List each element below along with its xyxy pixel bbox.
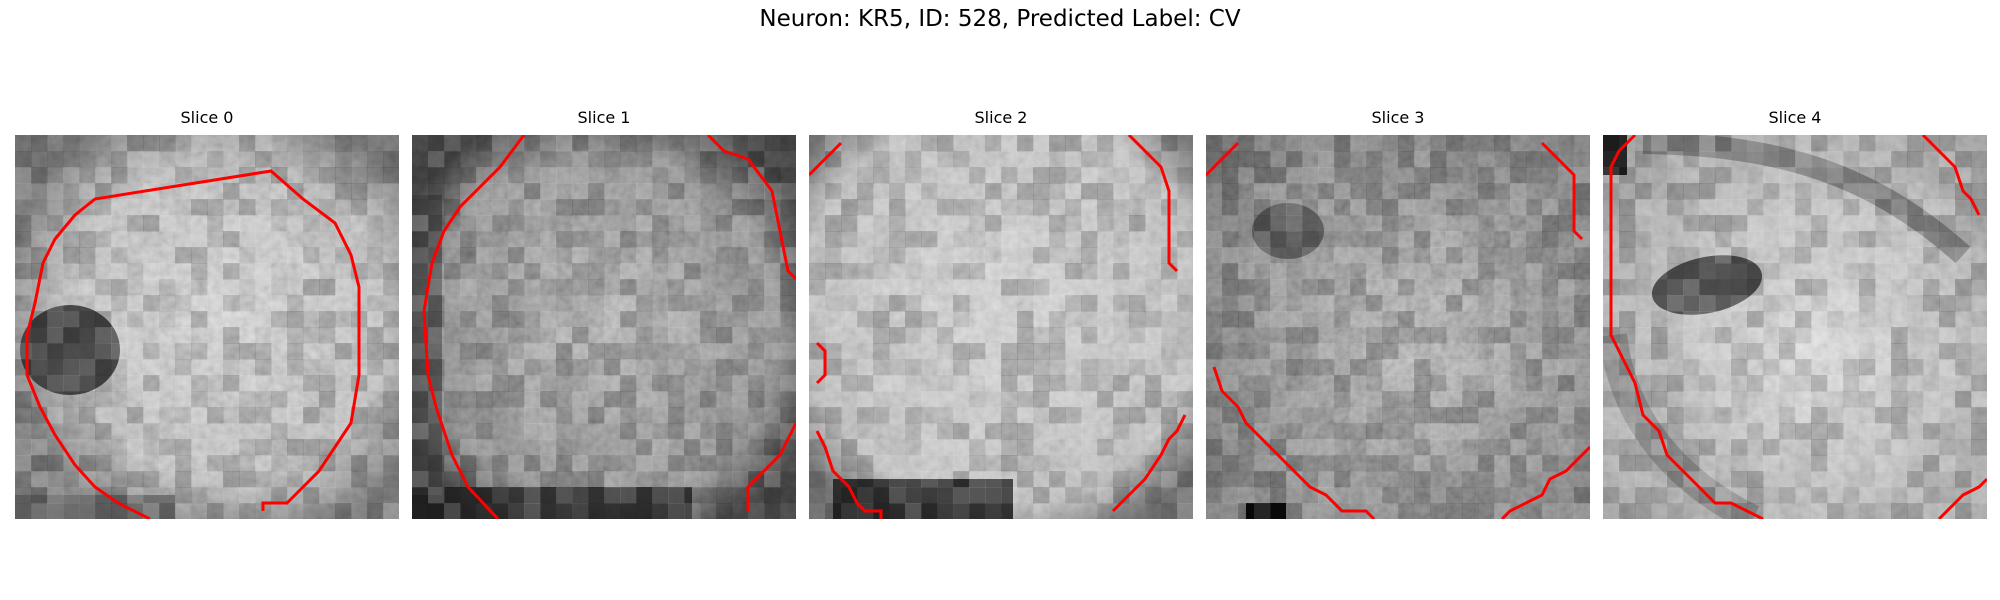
- slice-image-1: [412, 135, 796, 519]
- contour-line: [1937, 477, 1987, 519]
- contour-line: [815, 341, 827, 385]
- slice-panel-1: Slice 1: [412, 108, 796, 520]
- contour-line: [1206, 141, 1240, 177]
- contour-line: [1111, 414, 1187, 513]
- contour-line: [1921, 135, 1981, 216]
- tile-grid: [809, 135, 1193, 519]
- slice-panel-0: Slice 0: [15, 108, 399, 520]
- slice-image-4: [1603, 135, 1987, 519]
- tile-grid: [15, 135, 399, 519]
- contour-line: [815, 430, 883, 519]
- slice-title-4: Slice 4: [1768, 108, 1822, 127]
- slice-title-2: Slice 2: [974, 108, 1028, 127]
- figure-title: Neuron: KR5, ID: 528, Predicted Label: C…: [759, 6, 1241, 32]
- contour-line: [422, 135, 526, 519]
- contour-line: [1609, 135, 1764, 519]
- contour-line: [25, 169, 361, 519]
- contour-line: [1212, 366, 1376, 519]
- slice-title-3: Slice 3: [1371, 108, 1425, 127]
- contour-line: [746, 422, 796, 511]
- slice-image-0: [15, 135, 399, 519]
- slice-title-0: Slice 0: [180, 108, 234, 127]
- tile-grid: [1206, 135, 1590, 519]
- contour-line: [1540, 141, 1584, 241]
- tile-grid: [412, 135, 796, 519]
- slice-panel-3: Slice 3: [1206, 108, 1590, 520]
- tile-grid: [1603, 135, 1987, 519]
- slice-title-1: Slice 1: [577, 108, 631, 127]
- slice-image-2: [809, 135, 1193, 519]
- slice-panel-2: Slice 2: [809, 108, 1193, 520]
- slice-image-3: [1206, 135, 1590, 519]
- slice-panel-4: Slice 4: [1603, 108, 1987, 520]
- contour-line: [809, 141, 843, 177]
- contour-line: [706, 135, 796, 281]
- contour-line: [1127, 135, 1179, 273]
- contour-line: [1500, 445, 1590, 519]
